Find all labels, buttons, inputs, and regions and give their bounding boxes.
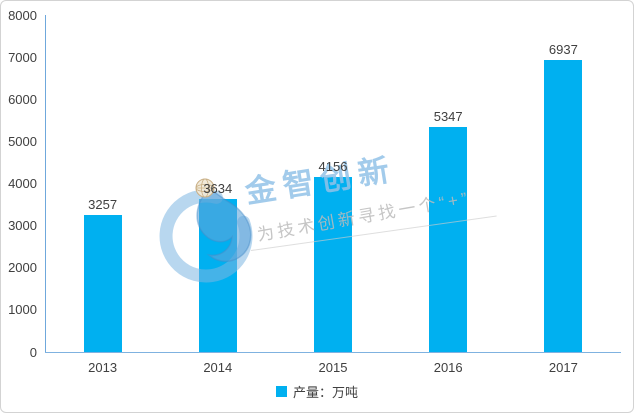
y-axis-line xyxy=(45,15,46,352)
y-tick-label: 3000 xyxy=(8,218,37,234)
y-tick-label: 6000 xyxy=(8,91,37,107)
data-label-2015: 4156 xyxy=(318,158,348,174)
y-tick-label: 2000 xyxy=(8,260,37,276)
data-label-2013: 3257 xyxy=(88,196,118,212)
y-tick-label: 4000 xyxy=(8,176,37,191)
x-tick-label-2016: 2016 xyxy=(433,360,463,375)
y-tick-label: 5000 xyxy=(8,133,37,149)
data-label-2017: 6937 xyxy=(548,41,578,57)
bar-2017 xyxy=(544,59,583,352)
x-tick-label-2013: 2013 xyxy=(88,360,118,375)
bar-2014 xyxy=(198,198,237,352)
bar-2015 xyxy=(314,176,352,352)
legend-label: 产量：万吨 xyxy=(292,385,358,400)
bar-2016 xyxy=(429,126,468,352)
bar-2013 xyxy=(83,214,122,352)
y-tick-label: 7000 xyxy=(8,49,37,65)
data-label-2014: 3634 xyxy=(203,180,233,196)
y-tick-label: 0 xyxy=(29,344,37,360)
data-label-2016: 5347 xyxy=(433,108,463,124)
x-axis-line xyxy=(45,352,621,353)
x-tick-label-2014: 2014 xyxy=(203,360,233,375)
y-tick-label: 8000 xyxy=(8,7,37,23)
y-tick-label: 1000 xyxy=(8,302,37,318)
x-tick-label-2017: 2017 xyxy=(548,360,578,375)
legend-swatch-icon xyxy=(275,386,287,397)
legend: 产量：万吨 xyxy=(1,382,633,401)
x-tick-label-2015: 2015 xyxy=(318,360,348,375)
